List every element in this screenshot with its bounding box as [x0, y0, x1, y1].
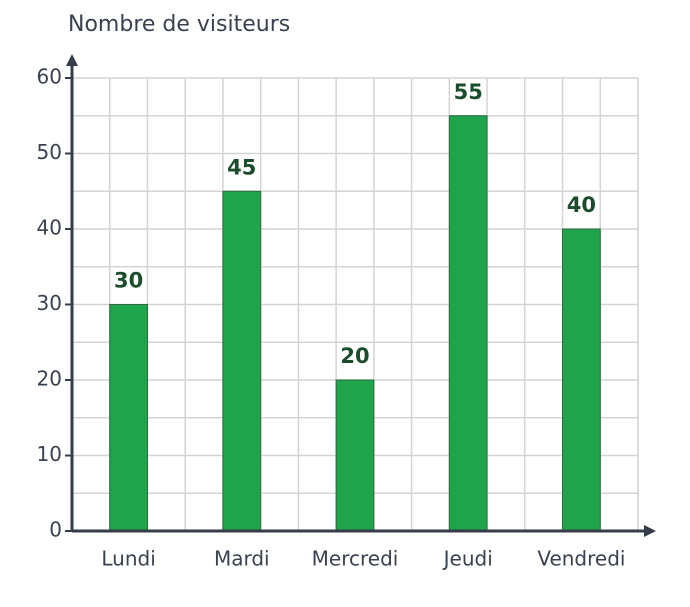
bar: [222, 190, 262, 532]
y-tick-label: 50: [37, 140, 62, 164]
y-tick-label: 20: [37, 367, 62, 391]
value-label: 40: [567, 193, 596, 217]
x-tick-label: Lundi: [101, 547, 155, 571]
bar: [562, 228, 601, 532]
y-tick-label: 30: [37, 291, 62, 315]
y-tick-label: 10: [37, 442, 62, 466]
x-tick-label: Vendredi: [537, 547, 625, 571]
value-label: 45: [227, 155, 256, 179]
x-tick-label: Mardi: [214, 547, 270, 571]
x-axis-arrow: [644, 525, 656, 537]
y-axis-arrow: [66, 54, 78, 66]
bar: [448, 115, 488, 532]
y-tick-label: 40: [37, 216, 62, 240]
x-tick-label: Jeudi: [442, 547, 493, 571]
y-tick-label: 0: [49, 518, 62, 542]
y-tick-label: 60: [37, 65, 62, 89]
bar: [335, 379, 375, 532]
y-axis-label: Nombre de visiteurs: [68, 12, 290, 37]
value-label: 20: [340, 344, 369, 368]
x-tick-label: Mercredi: [312, 547, 399, 571]
value-label: 30: [114, 269, 143, 293]
value-label: 55: [454, 80, 483, 104]
bar: [109, 304, 148, 532]
